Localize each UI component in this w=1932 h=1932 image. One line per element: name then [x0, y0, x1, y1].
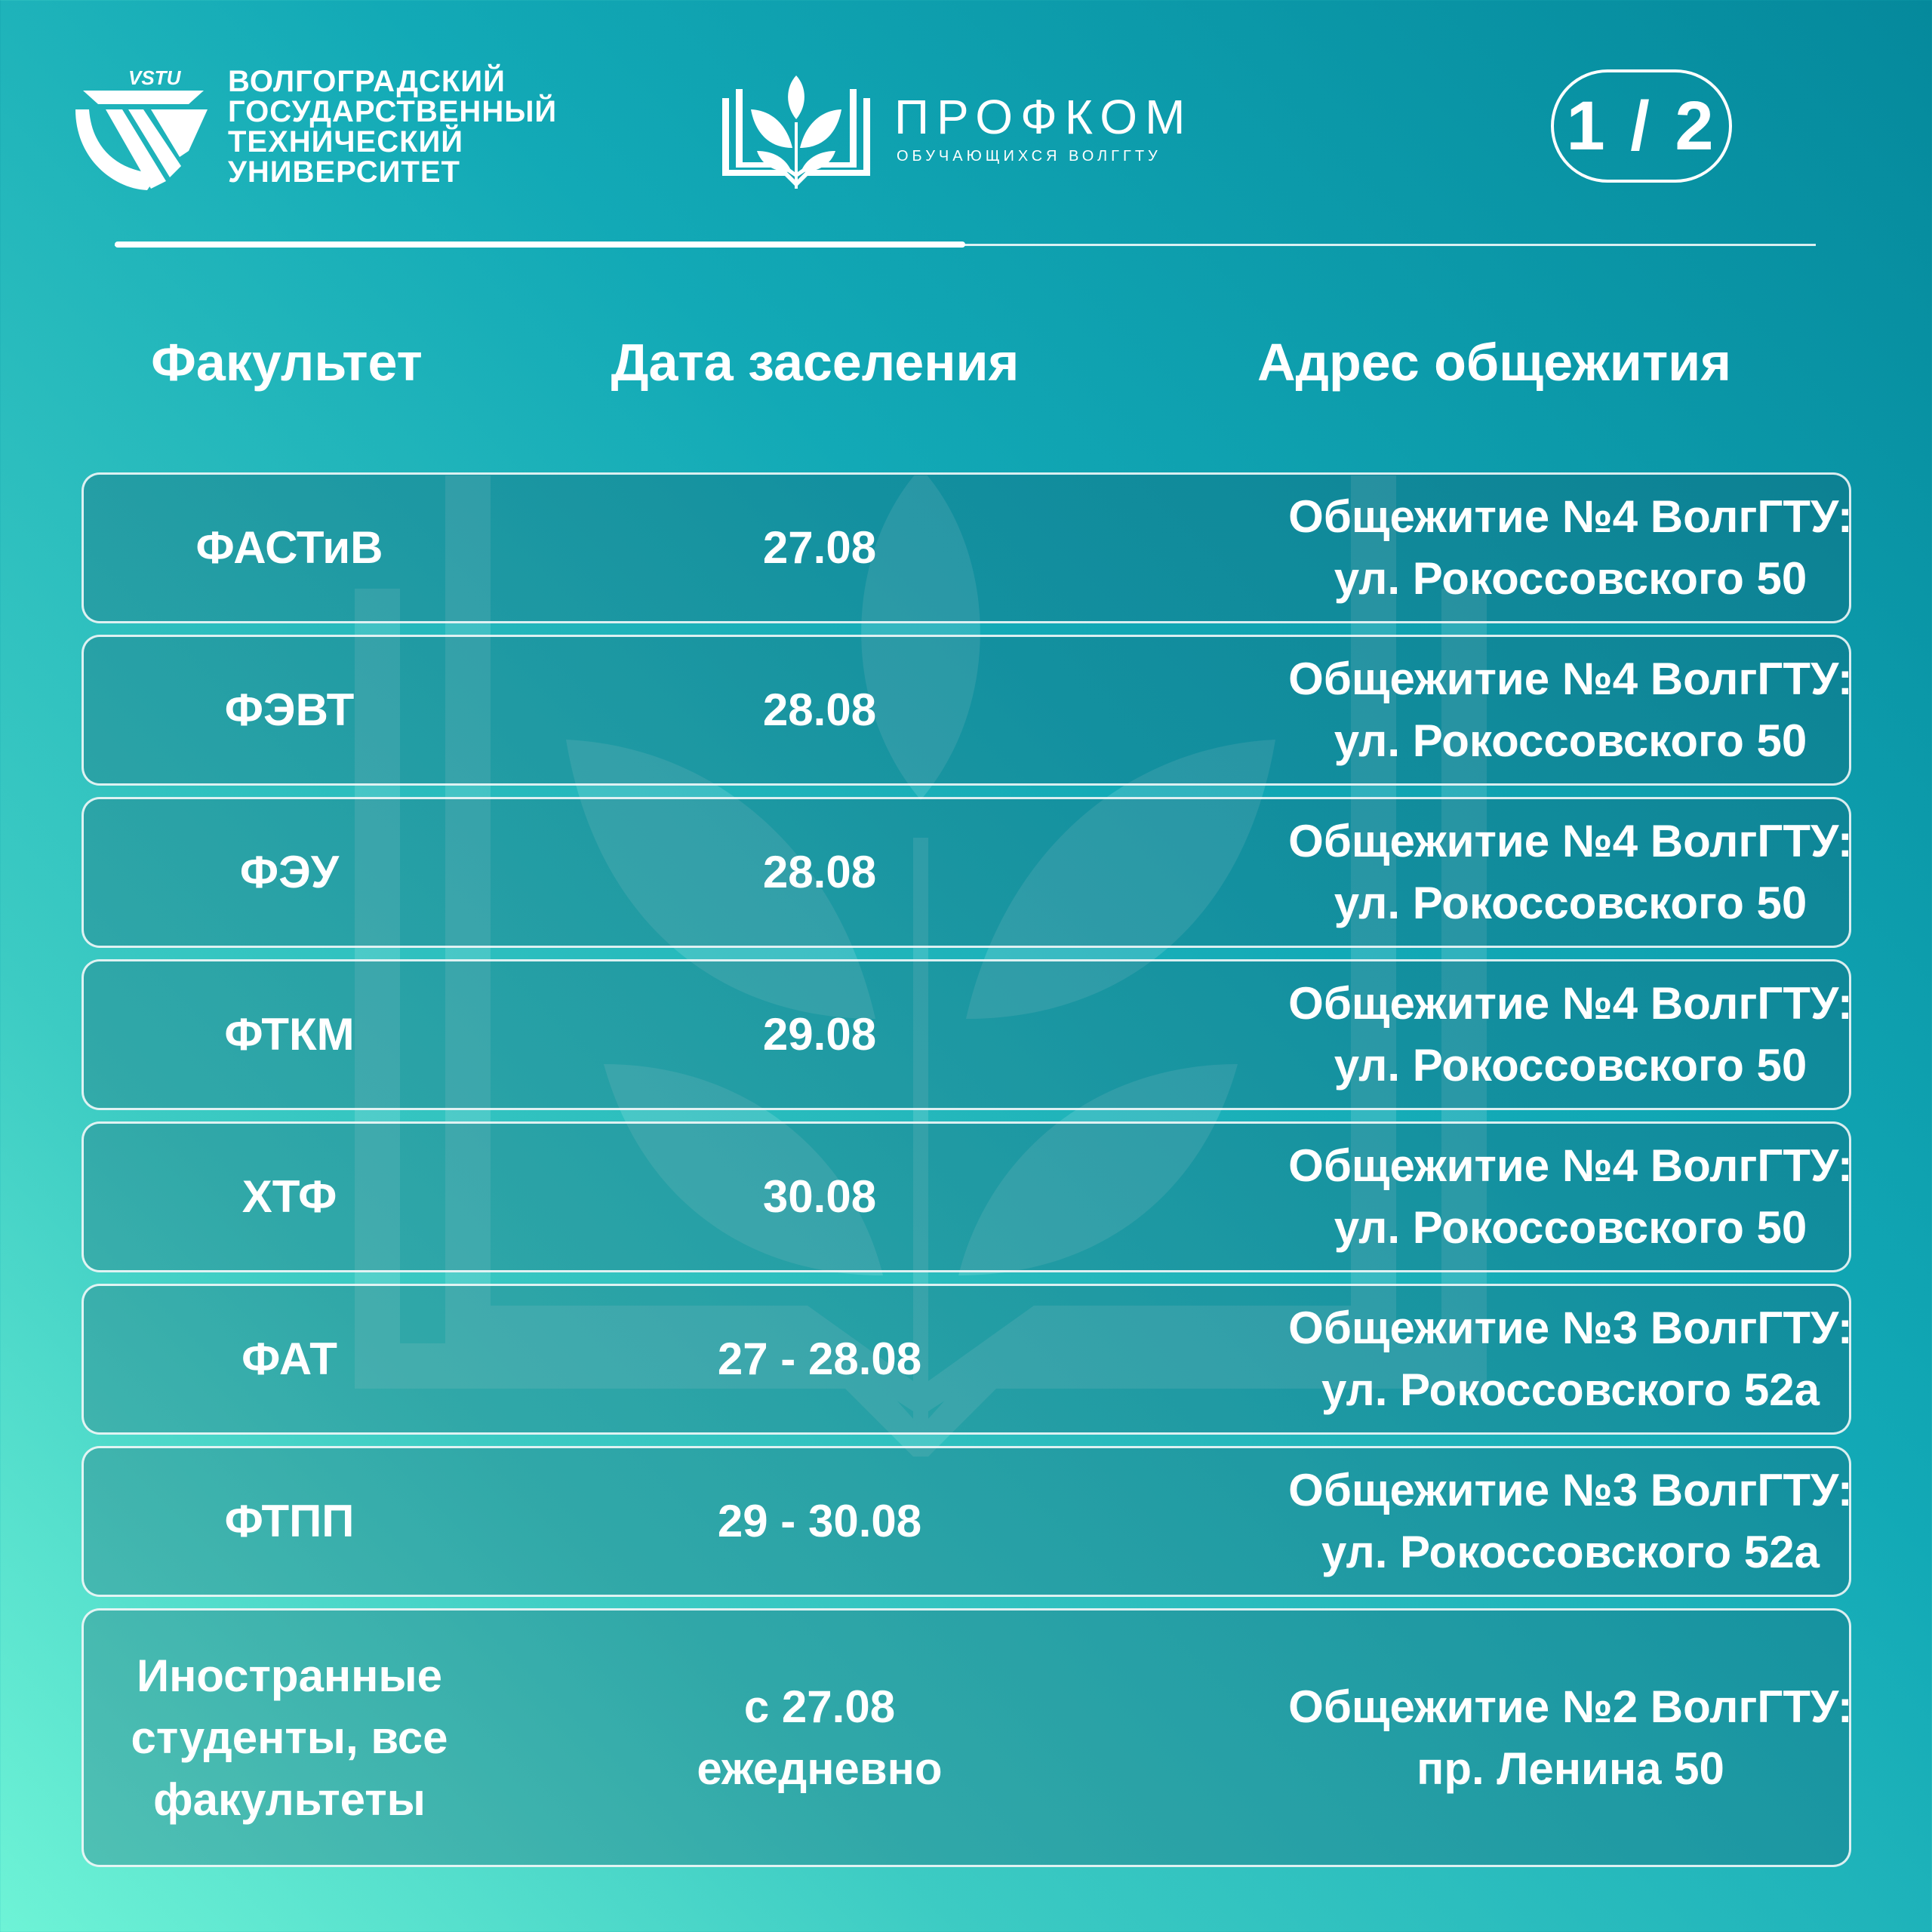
faculty-cell: ФЭУ [239, 847, 340, 897]
address-line: ул. Рокоссовского 50 [1334, 878, 1807, 928]
table-row: ФАСТиВ 27.08 Общежитие №4 ВолгГТУ: ул. Ро… [82, 472, 1853, 623]
date-cell: 28.08 [762, 847, 877, 897]
address-line: ул. Рокоссовского 50 [1334, 715, 1807, 766]
address-cell: Общежитие №3 ВолгГТУ: ул. Рокоссовского 5… [1140, 1286, 1932, 1432]
page-indicator: 1 / 2 [1551, 69, 1732, 183]
profcom-logo-icon [722, 75, 870, 189]
address-line: ул. Рокоссовского 50 [1334, 1202, 1807, 1253]
profcom-subtitle: ОБУЧАЮЩИХСЯ ВОЛГГТУ [897, 148, 1161, 165]
university-name-line: УНИВЕРСИТЕТ [228, 155, 460, 189]
table-row: ФЭВТ 28.08 Общежитие №4 ВолгГТУ: ул. Роко… [82, 635, 1853, 786]
address-line: Общежитие №4 ВолгГТУ: [1288, 1140, 1853, 1191]
date-line: с 27.08 [743, 1681, 896, 1732]
university-name-line: ТЕХНИЧЕСКИЙ [228, 125, 464, 158]
faculty-cell: ФТКМ [224, 1009, 355, 1060]
column-header-date: Дата заселения [611, 333, 1020, 392]
address-line: Общежитие №4 ВолгГТУ: [1288, 816, 1853, 866]
vstu-logo-text: VSTU [128, 68, 182, 89]
faculty-line: факультеты [153, 1774, 426, 1825]
date-cell: 29 - 30.08 [717, 1496, 922, 1546]
address-line: ул. Рокоссовского 50 [1334, 553, 1807, 604]
date-cell: 27 - 28.08 [717, 1334, 922, 1384]
table-row: ФТПП 29 - 30.08 Общежитие №3 ВолгГТУ: ул.… [82, 1446, 1853, 1597]
address-line: ул. Рокоссовского 50 [1334, 1040, 1807, 1091]
address-line: Общежитие №4 ВолгГТУ: [1288, 491, 1853, 542]
vstu-logo-icon: VSTU [75, 68, 208, 190]
progress-track [115, 244, 1816, 246]
date-cell: 30.08 [762, 1171, 877, 1222]
faculty-line: студенты, все [131, 1712, 448, 1763]
faculty-cell: ФАТ [242, 1334, 337, 1384]
date-cell: 29.08 [762, 1009, 877, 1060]
progress-fill [115, 242, 965, 248]
address-cell: Общежитие №4 ВолгГТУ: ул. Рокоссовского 5… [1140, 961, 1932, 1108]
address-line: Общежитие №4 ВолгГТУ: [1288, 654, 1853, 704]
address-cell: Общежитие №4 ВолгГТУ: ул. Рокоссовского 5… [1140, 799, 1932, 946]
table-row: ФТКМ 29.08 Общежитие №4 ВолгГТУ: ул. Роко… [82, 959, 1853, 1110]
table-row: ХТФ 30.08 Общежитие №4 ВолгГТУ: ул. Рокос… [82, 1121, 1853, 1272]
table-row: ФЭУ 28.08 Общежитие №4 ВолгГТУ: ул. Рокос… [82, 797, 1853, 948]
address-line: ул. Рокоссовского 52а [1321, 1364, 1820, 1415]
profcom-watermark-icon [355, 475, 1487, 1457]
university-name: ВОЛГОГРАДСКИЙ ГОСУДАРСТВЕННЫЙ ТЕХНИЧЕСКИ… [228, 66, 557, 187]
address-line: Общежитие №4 ВолгГТУ: [1288, 978, 1853, 1029]
column-header-faculty: Факультет [151, 333, 423, 392]
faculty-cell: Иностранные студенты, все факультеты [84, 1611, 495, 1865]
faculty-cell: ФТПП [224, 1496, 355, 1546]
date-line: ежедневно [697, 1743, 943, 1794]
column-header-address: Адрес общежития [1257, 333, 1732, 392]
date-cell: 28.08 [762, 685, 877, 735]
address-cell: Общежитие №4 ВолгГТУ: ул. Рокоссовского 5… [1140, 475, 1932, 621]
address-line: Общежитие №3 ВолгГТУ: [1288, 1465, 1853, 1515]
profcom-title: ПРОФКОМ [894, 90, 1193, 144]
address-line: ул. Рокоссовского 52а [1321, 1527, 1820, 1577]
faculty-cell: ФАСТиВ [195, 522, 383, 573]
address-cell: Общежитие №3 ВолгГТУ: ул. Рокоссовского 5… [1140, 1448, 1932, 1595]
date-cell: с 27.08 ежедневно [563, 1611, 1076, 1865]
address-cell: Общежитие №4 ВолгГТУ: ул. Рокоссовского 5… [1140, 637, 1932, 783]
address-line: Общежитие №3 ВолгГТУ: [1288, 1303, 1853, 1353]
address-line: пр. Ленина 50 [1417, 1743, 1724, 1794]
address-line: Общежитие №2 ВолгГТУ: [1288, 1681, 1853, 1732]
faculty-cell: ФЭВТ [224, 685, 355, 735]
faculty-cell: ХТФ [242, 1171, 337, 1222]
university-name-line: ГОСУДАРСТВЕННЫЙ [228, 95, 558, 128]
table-row: ФАТ 27 - 28.08 Общежитие №3 ВолгГТУ: ул. … [82, 1284, 1853, 1435]
faculty-line: Иностранные [136, 1650, 443, 1701]
university-name-line: ВОЛГОГРАДСКИЙ [228, 65, 506, 98]
header: VSTU ВОЛГОГРАДСКИЙ ГОСУДАРСТВЕННЫЙ ТЕХНИ… [0, 0, 1932, 257]
table-row: Иностранные студенты, все факультеты с 27.… [82, 1608, 1853, 1867]
address-cell: Общежитие №4 ВолгГТУ: ул. Рокоссовского 5… [1140, 1124, 1932, 1270]
date-cell: 27.08 [762, 522, 877, 573]
address-cell: Общежитие №2 ВолгГТУ: пр. Ленина 50 [1140, 1611, 1932, 1865]
